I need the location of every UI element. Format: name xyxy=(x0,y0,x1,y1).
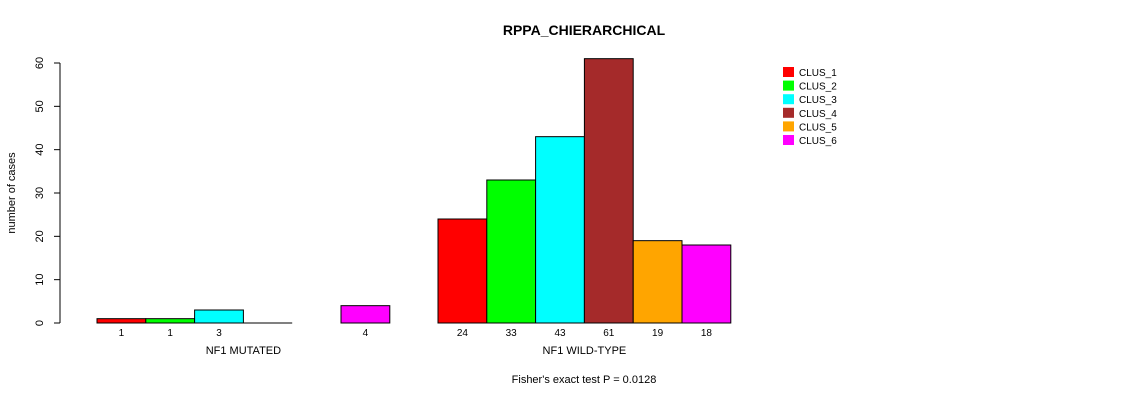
y-tick-label: 0 xyxy=(34,320,46,326)
y-tick-label: 50 xyxy=(34,100,46,112)
legend-swatch-clus_3 xyxy=(783,94,794,105)
bar-nf1-wild-type-clus_1 xyxy=(437,218,488,324)
y-axis-label: number of cases xyxy=(6,152,18,234)
legend-swatch-clus_4 xyxy=(783,107,794,118)
legend-label-clus_1: CLUS_1 xyxy=(799,68,837,79)
y-tick-label: 10 xyxy=(34,274,46,286)
chart-title: RPPA_CHIERARCHICAL xyxy=(503,22,666,38)
bar-nf1-wild-type-clus_6 xyxy=(681,244,732,324)
legend-swatch-clus_1 xyxy=(783,67,794,77)
bar-nf1-wild-type-clus_2 xyxy=(486,179,537,324)
bar-nf1-wild-type-clus_3 xyxy=(535,136,585,324)
legend-label-clus_5: CLUS_5 xyxy=(799,122,837,133)
legend: CLUS_1 CLUS_2 CLUS_3 CLUS_4 CLUS_5 CLUS_6 xyxy=(783,67,837,147)
legend-swatch-clus_6 xyxy=(783,135,794,145)
bar-value-label: 1 xyxy=(167,328,173,339)
fisher-test-annotation: Fisher's exact test P = 0.0128 xyxy=(512,374,657,386)
bar-nf1-mutated-clus_6 xyxy=(340,305,391,324)
y-tick-label: 30 xyxy=(34,187,46,199)
bar-value-labels: 1 1 3 4 24 33 43 61 19 18 xyxy=(119,328,713,339)
legend-swatch-clus_5 xyxy=(783,121,794,132)
bar-value-label: 4 xyxy=(363,328,369,339)
y-tick-label: 40 xyxy=(34,144,46,156)
legend-swatch-clus_2 xyxy=(783,80,794,91)
bar-nf1-mutated-clus_2 xyxy=(145,318,196,324)
bar-value-label: 33 xyxy=(506,328,518,339)
bar-nf1-mutated-clus_1 xyxy=(96,318,147,324)
bar-value-label: 1 xyxy=(119,328,125,339)
bar-value-label: 18 xyxy=(701,328,713,339)
bar-value-label: 19 xyxy=(652,328,664,339)
group-label: NF1 MUTATED xyxy=(206,345,281,357)
y-tick-label: 20 xyxy=(34,230,46,242)
bar-nf1-wild-type-clus_4 xyxy=(583,58,634,324)
bar-value-label: 3 xyxy=(216,328,222,339)
legend-label-clus_3: CLUS_3 xyxy=(799,95,837,106)
bar-value-label: 43 xyxy=(554,328,566,339)
bar-value-label: 24 xyxy=(457,328,469,339)
group-label: NF1 WILD-TYPE xyxy=(543,345,627,357)
group-labels: NF1 MUTATED NF1 WILD-TYPE xyxy=(206,345,627,357)
legend-label-clus_2: CLUS_2 xyxy=(799,82,837,93)
y-axis-ticks: 0 10 20 30 40 50 60 xyxy=(34,57,60,326)
bar-nf1-mutated-clus_3 xyxy=(194,309,244,324)
bar-value-label: 61 xyxy=(603,328,615,339)
legend-label-clus_4: CLUS_4 xyxy=(799,109,837,120)
y-tick-label: 60 xyxy=(34,57,46,69)
legend-label-clus_6: CLUS_6 xyxy=(799,136,837,147)
bars xyxy=(96,58,732,324)
bar-nf1-wild-type-clus_5 xyxy=(632,240,683,324)
